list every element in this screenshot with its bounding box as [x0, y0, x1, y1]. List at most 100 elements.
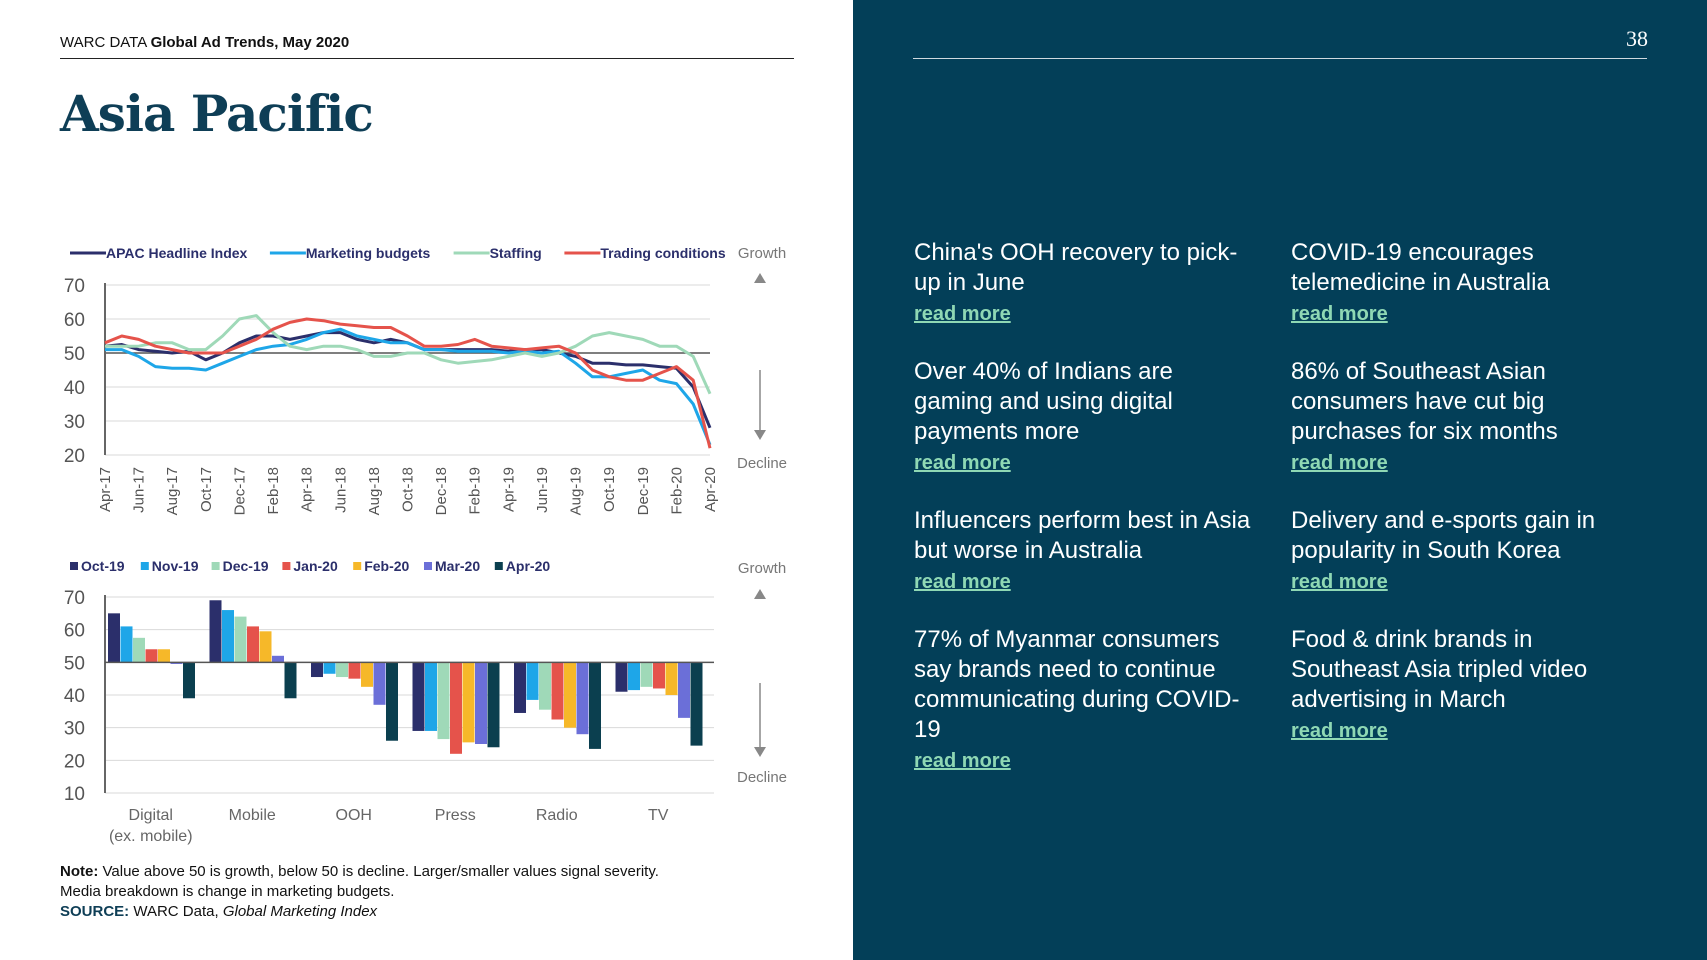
- legend-label: Marketing budgets: [306, 245, 431, 261]
- y-tick-label: 60: [64, 621, 85, 642]
- left-panel: WARC DATA Global Ad Trends, May 2020 Asi…: [0, 0, 853, 960]
- legend-swatch: [353, 562, 362, 570]
- legend-label: Trading conditions: [600, 245, 725, 261]
- bar: [145, 649, 158, 663]
- story-headline: Influencers perform best in Asia but wor…: [914, 507, 1251, 564]
- y-tick-label: 70: [64, 588, 85, 609]
- legend-label: Jan-20: [293, 558, 338, 574]
- decline-label: Decline: [737, 769, 787, 786]
- x-category-label: Radio: [536, 807, 578, 824]
- chart-note: Note: Value above 50 is growth, below 50…: [60, 862, 780, 922]
- read-more-link[interactable]: read more: [1291, 571, 1388, 593]
- header-title: Global Ad Trends, May 2020: [150, 34, 350, 51]
- x-category-label: (ex. mobile): [109, 828, 193, 845]
- read-more-link[interactable]: read more: [914, 452, 1011, 474]
- story-2: COVID-19 encourages telemedicine in Aust…: [1291, 238, 1631, 328]
- page-number: 38: [1626, 26, 1648, 51]
- growth-label: Growth: [738, 560, 786, 577]
- x-tick-label: Apr-18: [299, 467, 316, 512]
- bar: [361, 662, 373, 687]
- x-category-label: Press: [435, 807, 476, 824]
- bar: [628, 662, 640, 691]
- read-more-link[interactable]: read more: [1291, 720, 1388, 742]
- note-label: Note:: [60, 863, 99, 880]
- story-8: Food & drink brands in Southeast Asia tr…: [1291, 625, 1631, 745]
- growth-label: Growth: [738, 245, 786, 262]
- bar: [183, 662, 195, 699]
- x-tick-label: Dec-19: [635, 467, 652, 515]
- y-tick-label: 10: [64, 784, 85, 805]
- source-label: SOURCE:: [60, 903, 130, 920]
- bar: [234, 616, 247, 663]
- legend-label: Oct-19: [81, 558, 125, 574]
- read-more-link[interactable]: read more: [1291, 303, 1388, 325]
- legend-label: Mar-20: [435, 558, 480, 574]
- x-category-label: OOH: [336, 807, 372, 824]
- source-italic: Global Marketing Index: [222, 903, 378, 920]
- legend-label: APAC Headline Index: [106, 245, 248, 261]
- decline-label: Decline: [737, 455, 787, 472]
- bar: [158, 649, 170, 663]
- y-tick-label: 50: [64, 653, 85, 674]
- bar: [539, 662, 551, 710]
- read-more-link[interactable]: read more: [914, 571, 1011, 593]
- bar: [222, 610, 234, 663]
- story-6: Delivery and e-sports gain in popularity…: [1291, 506, 1631, 596]
- y-tick-label: 20: [64, 751, 85, 772]
- read-more-link[interactable]: read more: [914, 750, 1011, 772]
- bar: [437, 662, 450, 740]
- x-tick-label: Feb-19: [467, 467, 484, 515]
- legend-label: Nov-19: [152, 558, 199, 574]
- x-tick-label: Aug-18: [366, 467, 383, 515]
- legend-label: Apr-20: [506, 558, 551, 574]
- bar: [564, 662, 576, 728]
- growth-arrow-head: [754, 273, 766, 283]
- story-headline: COVID-19 encourages telemedicine in Aust…: [1291, 239, 1550, 296]
- bar: [284, 662, 297, 699]
- line-chart: APAC Headline Index Marketing budgets Staf…: [64, 245, 787, 515]
- header-prefix: WARC DATA: [60, 34, 147, 51]
- bar: [589, 662, 601, 749]
- bar: [170, 662, 183, 664]
- x-tick-label: Dec-17: [231, 467, 248, 515]
- story-4: 86% of Southeast Asian consumers have cu…: [1291, 357, 1631, 477]
- story-headline: China's OOH recovery to pick-up in June: [914, 239, 1238, 296]
- x-tick-label: Feb-18: [265, 467, 282, 515]
- y-tick-label: 60: [64, 310, 85, 331]
- page-title: Asia Pacific: [60, 84, 374, 143]
- bar: [425, 662, 437, 731]
- story-3: Over 40% of Indians are gaming and using…: [914, 357, 1254, 477]
- bar: [551, 662, 564, 720]
- bar: [576, 662, 589, 735]
- x-tick-label: Aug-19: [568, 467, 585, 515]
- bar: [462, 662, 475, 743]
- y-tick-label: 40: [64, 686, 85, 707]
- report-header: WARC DATA Global Ad Trends, May 2020: [60, 34, 349, 51]
- y-tick-label: 20: [64, 446, 85, 467]
- bar: [514, 662, 526, 713]
- x-category-label: Mobile: [229, 807, 276, 824]
- y-tick-label: 70: [64, 276, 85, 297]
- bar: [373, 662, 386, 705]
- growth-arrow-head: [754, 589, 766, 599]
- note-text-2: Media breakdown is change in marketing b…: [60, 883, 395, 900]
- x-tick-label: Oct-17: [198, 467, 215, 512]
- bar: [653, 662, 665, 689]
- legend-swatch: [70, 562, 78, 570]
- story-headline: 77% of Myanmar consumers say brands need…: [914, 626, 1240, 743]
- bar: [640, 662, 653, 687]
- bar: [108, 613, 120, 663]
- bar: [323, 662, 336, 674]
- x-tick-label: Apr-19: [500, 467, 517, 512]
- read-more-link[interactable]: read more: [914, 303, 1011, 325]
- bar: [526, 662, 539, 700]
- series-line: [105, 314, 712, 395]
- series-line: [104, 317, 712, 449]
- read-more-link[interactable]: read more: [1291, 452, 1388, 474]
- x-category-label: Digital: [129, 807, 173, 824]
- legend-swatch: [424, 562, 432, 570]
- story-headline: Food & drink brands in Southeast Asia tr…: [1291, 626, 1588, 713]
- decline-arrow-head: [754, 430, 766, 440]
- source-text: WARC Data,: [133, 903, 223, 920]
- story-5: Influencers perform best in Asia but wor…: [914, 506, 1254, 596]
